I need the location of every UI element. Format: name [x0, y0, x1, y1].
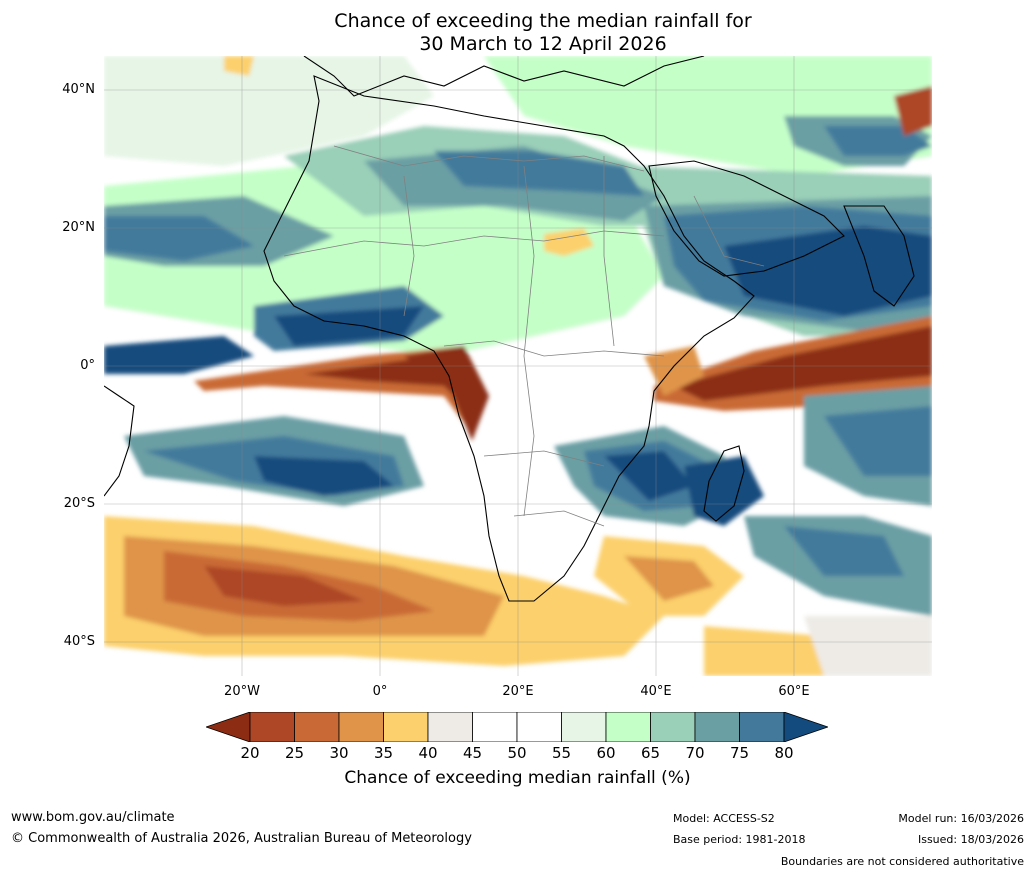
copyright-text: © Commonwealth of Australia 2026, Austra…: [11, 831, 472, 846]
colorbar-cell: [561, 712, 607, 742]
lat-label-40s: 40°S: [63, 634, 95, 649]
colorbar-tick-label: 20: [240, 744, 260, 762]
disclaimer-text: Boundaries are not considered authoritat…: [780, 855, 1024, 868]
map-title: Chance of exceeding the median rainfall …: [0, 10, 1035, 56]
lat-label-20s: 20°S: [63, 496, 95, 511]
colorbar-tick-label: 25: [284, 744, 305, 762]
colorbar-cell: [338, 712, 384, 742]
lon-label-40e: 40°E: [640, 684, 672, 699]
colorbar-tick-label: 40: [418, 744, 438, 762]
country-borders: [283, 145, 765, 527]
colorbar-cell: [650, 712, 696, 742]
model-text: Model: ACCESS-S2: [673, 812, 775, 825]
colorbar-cell: [516, 712, 562, 742]
colorbar: [206, 712, 828, 742]
colorbar-extension-high: [783, 712, 828, 742]
coastlines: [104, 56, 915, 602]
colorbar-tick-label: 35: [373, 744, 394, 762]
colorbar-tick-label: 60: [596, 744, 616, 762]
map-canvas: [104, 56, 932, 676]
lon-label-0: 0°: [372, 684, 388, 699]
lon-label-20w: 20°W: [224, 684, 260, 699]
colorbar-tick-label: 65: [640, 744, 661, 762]
probability-field: [104, 56, 932, 676]
lon-label-60e: 60°E: [778, 684, 810, 699]
issued-text: Issued: 18/03/2026: [917, 833, 1024, 846]
colorbar-cell: [694, 712, 740, 742]
colorbar-tick-label: 70: [685, 744, 705, 762]
graticule: [104, 56, 932, 676]
colorbar-cell: [605, 712, 651, 742]
colorbar-cell: [383, 712, 429, 742]
lon-label-20e: 20°E: [502, 684, 534, 699]
title-line-1: Chance of exceeding the median rainfall …: [334, 10, 752, 32]
colorbar-tick-label: 55: [551, 744, 572, 762]
colorbar-cell: [249, 712, 295, 742]
colorbar-tick-label: 45: [462, 744, 483, 762]
website-link[interactable]: www.bom.gov.au/climate: [11, 810, 175, 825]
colorbar-tick-label: 80: [774, 744, 794, 762]
colorbar-cell: [739, 712, 785, 742]
colorbar-cell: [427, 712, 473, 742]
rainfall-map: [104, 56, 932, 676]
lat-label-0: 0°: [80, 358, 95, 373]
colorbar-cell: [294, 712, 340, 742]
model-run-text: Model run: 16/03/2026: [898, 812, 1024, 825]
colorbar-tick-label: 30: [329, 744, 349, 762]
lat-label-40n: 40°N: [62, 82, 95, 97]
base-period-text: Base period: 1981-2018: [673, 833, 806, 846]
colorbar-cell: [472, 712, 518, 742]
colorbar-tick-label: 50: [507, 744, 527, 762]
colorbar-label: Chance of exceeding median rainfall (%): [344, 768, 691, 788]
title-line-2: 30 March to 12 April 2026: [419, 33, 667, 55]
colorbar-tick-label: 75: [729, 744, 750, 762]
colorbar-extension-low: [206, 712, 251, 742]
lat-label-20n: 20°N: [62, 220, 95, 235]
